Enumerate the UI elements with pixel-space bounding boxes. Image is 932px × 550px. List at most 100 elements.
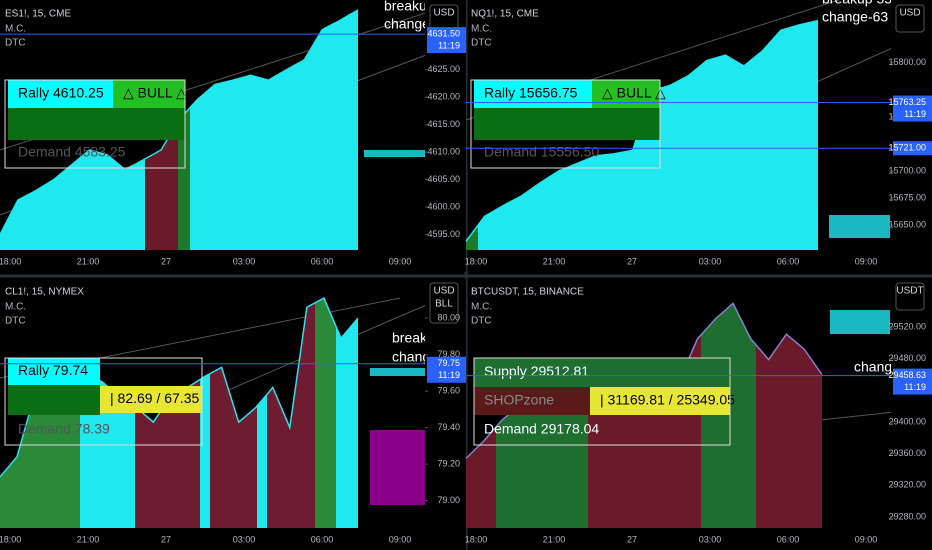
price-marker	[893, 95, 932, 122]
indicator-label: M.C.	[471, 24, 492, 35]
zone-strip	[315, 298, 336, 528]
y-tick-label: 4620.00	[427, 92, 460, 102]
countdown: 11:19	[904, 109, 926, 119]
countdown: 11:19	[904, 382, 926, 392]
currency-button	[429, 282, 459, 324]
price-marker-label: 15721.00	[888, 143, 926, 153]
price-marker-label: 15763.25	[888, 97, 926, 107]
box-outline	[4, 357, 203, 446]
x-tick-label: 27	[627, 256, 637, 266]
x-tick-label: 06:00	[777, 534, 800, 544]
currency-label: USDT	[896, 286, 923, 297]
y-tick-label: 4595.00	[427, 229, 460, 239]
y-tick-label: 15675.00	[888, 192, 926, 202]
y-tick-label: 29360.00	[888, 448, 926, 458]
projection-box	[370, 368, 432, 376]
y-tick-label: 79.80	[437, 349, 460, 359]
x-tick-label: 03:00	[699, 256, 722, 266]
zone-fill	[8, 385, 100, 415]
box-label: △ BULL △	[602, 85, 666, 101]
label-box	[474, 387, 590, 415]
y-tick-label: 79.40	[437, 422, 460, 432]
projection-box	[370, 430, 432, 505]
y-tick-label: 4615.00	[427, 119, 460, 129]
x-tick-label: 06:00	[311, 256, 334, 266]
symbol-title: CL1!, 15, NYMEX	[5, 287, 84, 298]
price-marker-label: 4631.50	[427, 28, 460, 38]
y-tick-label: 4610.00	[427, 147, 460, 157]
x-tick-label: 06:00	[311, 534, 334, 544]
price-marker	[893, 368, 932, 395]
currency-label: USD	[433, 8, 454, 19]
countdown: 11:19	[438, 370, 460, 380]
box-label: SHOPzone	[484, 392, 554, 408]
y-tick-label: 15800.00	[888, 57, 926, 67]
price-axis-bg	[891, 278, 932, 550]
label-box	[8, 358, 100, 385]
x-tick-label: 21:00	[543, 256, 566, 266]
currency-label: USD	[899, 8, 920, 19]
x-tick-label: 18:00	[465, 534, 488, 544]
indicator-label: M.C.	[471, 302, 492, 313]
indicator-label: M.C.	[5, 24, 26, 35]
indicator-label: M.C.	[5, 302, 26, 313]
x-tick-label: 18:00	[465, 256, 488, 266]
y-tick-label: 79.20	[437, 459, 460, 469]
y-tick-label: 4625.00	[427, 64, 460, 74]
box-label: Supply 29512.81	[484, 363, 589, 379]
projection-box	[830, 310, 890, 334]
y-tick-label: 4605.00	[427, 174, 460, 184]
box-label: Demand 15556.50	[484, 144, 599, 160]
y-tick-label: 15700.00	[888, 165, 926, 175]
x-tick-label: 27	[161, 256, 171, 266]
x-tick-label: 27	[161, 534, 171, 544]
label-box	[100, 386, 202, 413]
symbol-title: NQ1!, 15, CME	[471, 9, 539, 20]
symbol-title: BTCUSDT, 15, BINANCE	[471, 287, 584, 298]
currency-label: USD	[433, 286, 454, 297]
y-tick-label: 29320.00	[888, 480, 926, 490]
box-outline	[4, 79, 186, 169]
box-label: △ BULL △	[123, 85, 187, 101]
x-tick-label: 18:00	[0, 256, 21, 266]
indicator-label: DTC	[471, 38, 492, 49]
label-box	[592, 80, 660, 108]
box-label: Demand 78.39	[18, 421, 110, 437]
zone-fill	[8, 108, 185, 140]
box-label: Demand 29178.04	[484, 421, 599, 437]
price-axis-bg	[891, 0, 932, 272]
zone-strip	[200, 298, 210, 528]
zone-fill	[474, 358, 730, 387]
projection-box	[829, 215, 890, 238]
x-tick-label: 03:00	[233, 256, 256, 266]
x-tick-label: 21:00	[77, 534, 100, 544]
y-tick-label: 29520.00	[888, 321, 926, 331]
projection-box	[364, 150, 426, 157]
indicator-label: DTC	[5, 316, 26, 327]
label-box	[8, 80, 113, 108]
x-tick-label: 09:00	[855, 534, 878, 544]
x-tick-label: 21:00	[77, 256, 100, 266]
zone-strip	[336, 298, 358, 528]
y-tick-label: 29480.00	[888, 353, 926, 363]
x-tick-label: 21:00	[543, 534, 566, 544]
box-outline	[470, 79, 661, 169]
price-marker-label: 29458.63	[888, 370, 926, 380]
indicator-label: DTC	[471, 316, 492, 327]
countdown: 11:19	[438, 40, 460, 50]
box-label: Rally 4610.25	[18, 85, 104, 101]
price-marker	[893, 141, 932, 156]
indicator-label: DTC	[5, 38, 26, 49]
label-box	[113, 80, 185, 108]
y-tick-label: 4600.00	[427, 202, 460, 212]
annotation: change-63	[822, 9, 888, 25]
x-tick-label: 09:00	[389, 256, 412, 266]
box-label: Demand 4583.25	[18, 144, 126, 160]
currency-label: BLL	[435, 299, 453, 310]
x-tick-label: 03:00	[699, 534, 722, 544]
currency-button	[895, 4, 925, 33]
y-tick-label: 29400.00	[888, 416, 926, 426]
chart-panel: Rally 15656.75 △ BULL △ Demand 15556.50 bre…	[465, 0, 932, 272]
